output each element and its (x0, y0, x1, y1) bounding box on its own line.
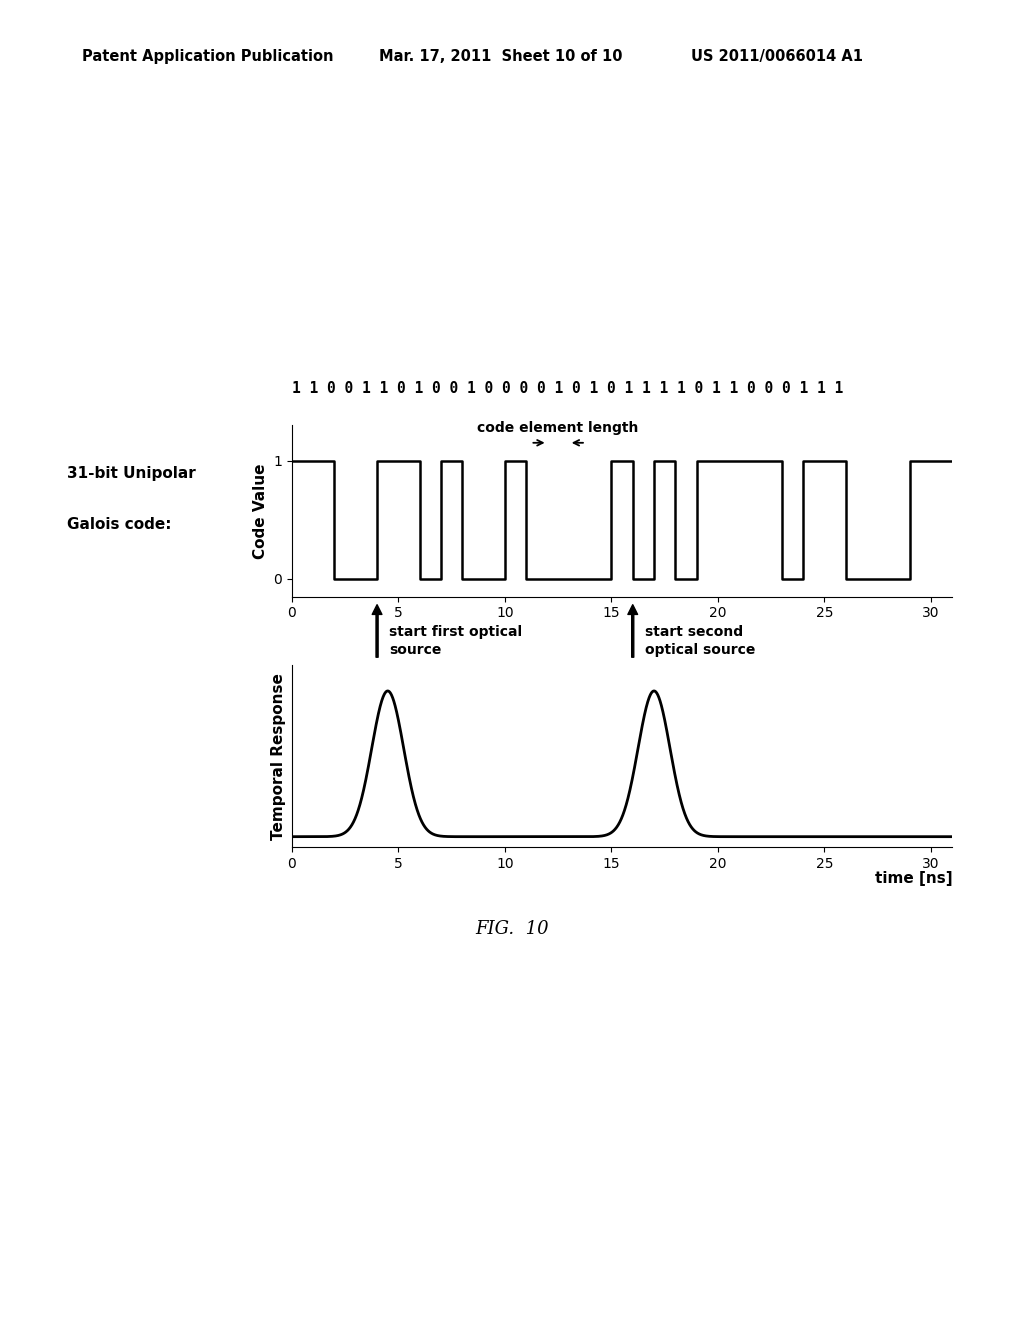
Text: optical source: optical source (645, 643, 756, 657)
Text: 1 1 0 0 1 1 0 1 0 0 1 0 0 0 0 1 0 1 0 1 1 1 1 0 1 1 0 0 0 1 1 1: 1 1 0 0 1 1 0 1 0 0 1 0 0 0 0 1 0 1 0 1 … (292, 381, 843, 396)
Y-axis label: Temporal Response: Temporal Response (271, 673, 287, 840)
Text: FIG.  10: FIG. 10 (475, 920, 549, 939)
Text: Galois code:: Galois code: (67, 517, 171, 532)
Text: start first optical: start first optical (389, 624, 522, 639)
Text: time [ns]: time [ns] (874, 871, 952, 886)
Text: start second: start second (645, 624, 743, 639)
Text: 31-bit Unipolar: 31-bit Unipolar (67, 466, 196, 480)
Text: US 2011/0066014 A1: US 2011/0066014 A1 (691, 49, 863, 63)
Text: Patent Application Publication: Patent Application Publication (82, 49, 334, 63)
Text: Mar. 17, 2011  Sheet 10 of 10: Mar. 17, 2011 Sheet 10 of 10 (379, 49, 623, 63)
Text: source: source (389, 643, 441, 657)
Text: code element length: code element length (477, 421, 639, 434)
Y-axis label: Code Value: Code Value (253, 463, 267, 558)
